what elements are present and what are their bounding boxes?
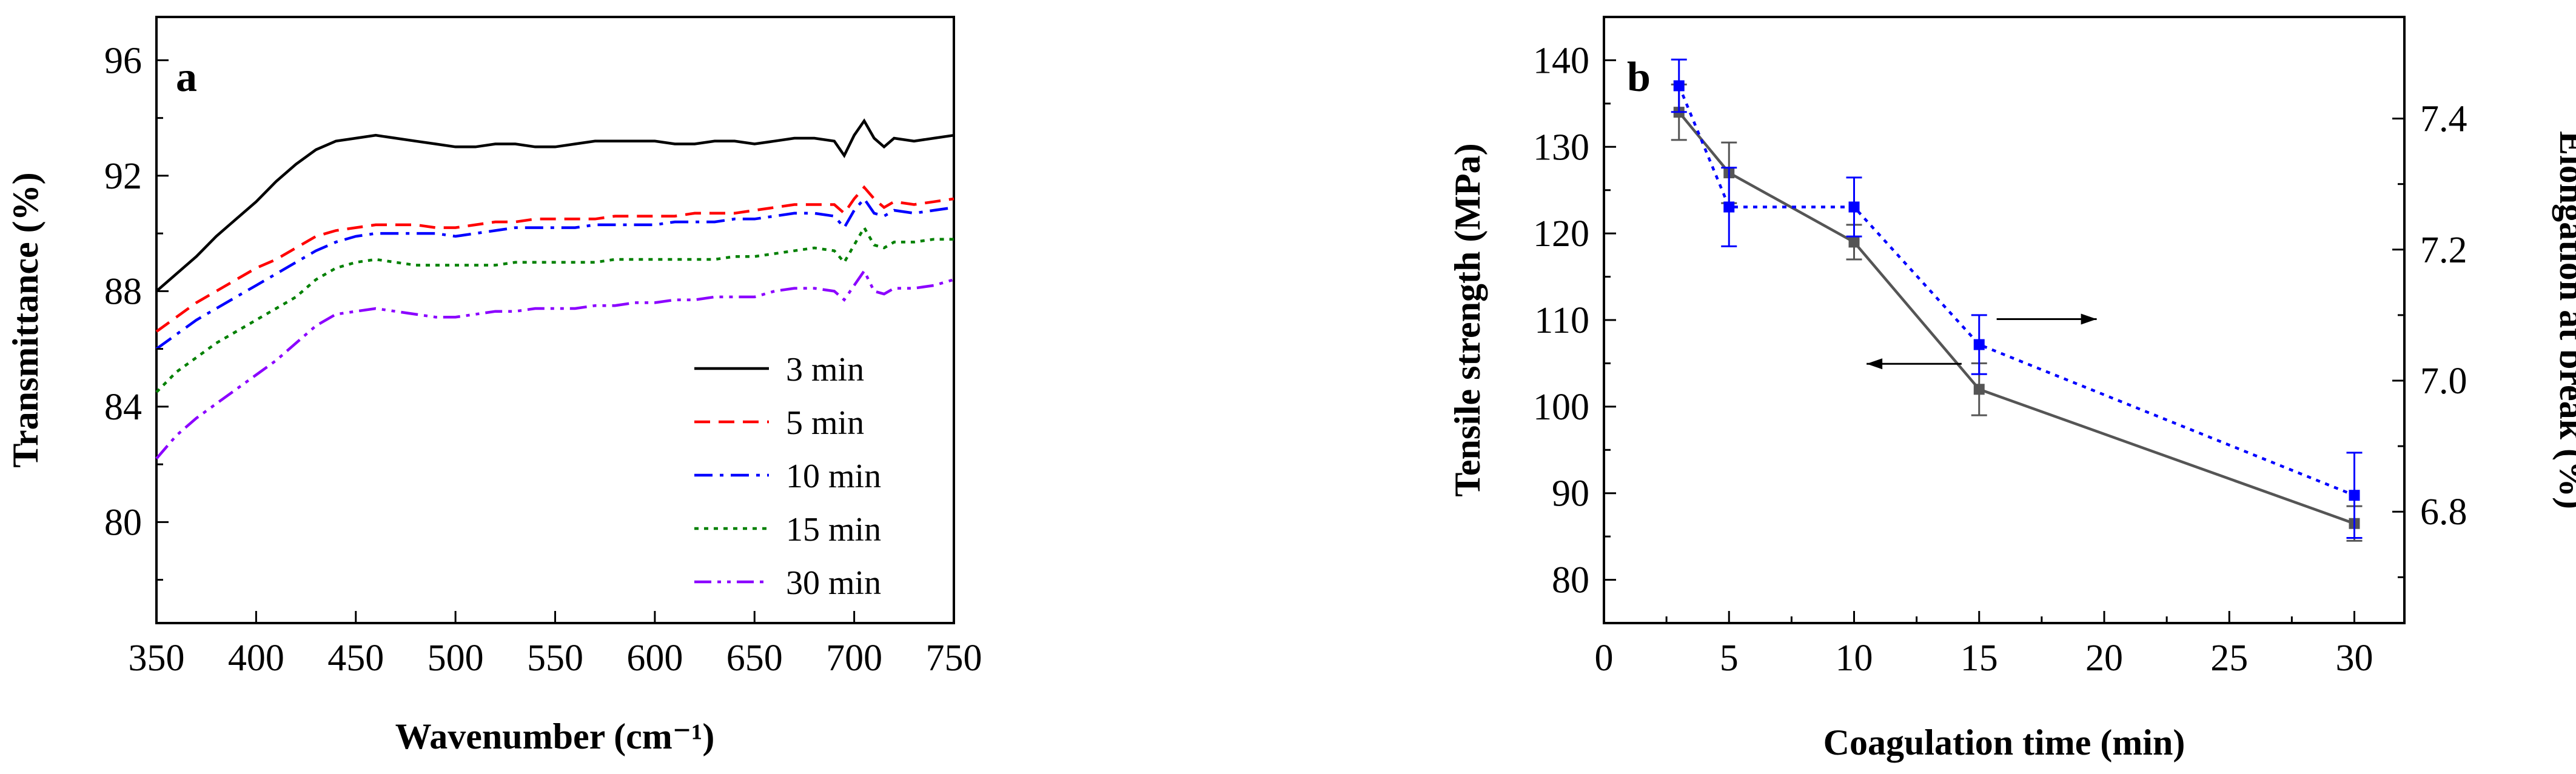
panel-b-x-tick-label: 0 (1595, 638, 1614, 679)
data-point-marker (1848, 236, 1860, 248)
panel-a-x-tick-label: 400 (228, 638, 284, 679)
axis-indicator-arrow-head (2081, 313, 2097, 325)
panel-b-right-y-tick-label: 6.8 (2420, 492, 2467, 533)
data-point-marker (1723, 201, 1735, 213)
panel-b-left-y-tick-label: 100 (1533, 387, 1589, 428)
panel-a-label: a (176, 54, 197, 101)
legend-entry-label: 10 min (786, 458, 881, 495)
panel-b-x-tick-label: 15 (1961, 638, 1998, 679)
data-point-marker (2349, 490, 2360, 501)
panel-b-x-tick-label: 20 (2085, 638, 2123, 679)
panel-b-series-line-1 (1678, 111, 2355, 525)
data-point-marker (1848, 201, 1860, 213)
panel-b-series-group (1671, 58, 2363, 542)
panel-b-left-y-axis-title: Tensile strength (MPa) (1447, 143, 1488, 496)
panel-b-right-y-tick-label: 7.4 (2420, 99, 2467, 140)
panel-a-x-tick-label: 350 (129, 638, 185, 679)
panel-b-right-y-tick-label: 7.2 (2420, 230, 2467, 271)
data-point-marker (1673, 80, 1685, 92)
panel-b-left-y-tick-label: 80 (1552, 560, 1589, 601)
panel-b-left-y-tick-label: 140 (1533, 40, 1589, 81)
panel-a-series-group (155, 118, 954, 460)
panel-b-x-tick-label: 25 (2210, 638, 2248, 679)
panel-a-series-line-1 (155, 118, 954, 293)
panel-a-x-tick-label: 650 (726, 638, 783, 679)
panel-b-label: b (1627, 54, 1651, 101)
panel-a-legend: 3 min 5 min 10 min 15 min 30 min (694, 351, 881, 602)
panel-a-y-tick-label: 84 (104, 387, 142, 428)
panel-a-series-line-5 (155, 268, 954, 460)
panel-a-x-tick-label: 700 (826, 638, 882, 679)
panel-a-series-line-2 (155, 185, 954, 333)
panel-b-right-y-tick-label: 7.0 (2420, 361, 2467, 402)
panel-a-axes: 350 400 450 500 550 600 650 700 750 80 84 88 92 96 (104, 40, 982, 679)
legend-entry-label: 3 min (786, 351, 864, 389)
panel-a-series-line-3 (155, 196, 954, 350)
panel-b-chart: 0 5 10 15 20 25 30 80 90 100 110 120 130 140 6.8 7.0 7.2… (1447, 16, 2576, 762)
data-point-marker (1973, 384, 1985, 395)
axis-indicator-arrow-head (1867, 358, 1883, 370)
panel-a-x-tick-label: 500 (428, 638, 484, 679)
panel-a-y-axis-title: Transmittance (%) (5, 172, 45, 467)
panel-b-axes: 0 5 10 15 20 25 30 80 90 100 110 120 130 140 6.8 7.0 7.2… (1533, 40, 2467, 679)
panel-a-x-tick-label: 550 (527, 638, 583, 679)
panel-b-series-line-2 (1677, 85, 2355, 497)
panel-b-left-y-tick-label: 120 (1533, 213, 1589, 255)
panel-b-left-y-tick-label: 130 (1533, 127, 1589, 168)
legend-entry-label: 15 min (786, 511, 881, 549)
panel-a-x-tick-label: 450 (327, 638, 384, 679)
panel-b-x-axis-title: Coagulation time (min) (1823, 722, 2185, 762)
panel-a-y-tick-label: 80 (104, 502, 142, 543)
panel-b-x-tick-label: 30 (2336, 638, 2373, 679)
panel-a-y-tick-label: 92 (104, 156, 142, 197)
panel-a-x-tick-label: 600 (626, 638, 683, 679)
panel-a-y-tick-label: 96 (104, 40, 142, 81)
panel-a-x-tick-label: 750 (926, 638, 982, 679)
panel-b-x-tick-label: 10 (1836, 638, 1873, 679)
legend-entry-label: 30 min (786, 564, 881, 602)
panel-b-x-tick-label: 5 (1720, 638, 1739, 679)
panel-a-y-tick-label: 88 (104, 271, 142, 312)
panel-b-annotations (1867, 313, 2097, 370)
data-point-marker (1973, 339, 1985, 350)
panel-b-left-y-tick-label: 110 (1534, 300, 1589, 341)
panel-b-right-y-axis-title: Elongation at break (%) (2552, 131, 2576, 509)
legend-entry-label: 5 min (786, 404, 864, 442)
panel-b-left-y-tick-label: 90 (1552, 473, 1589, 515)
panel-a-x-axis-title: Wavenumber (cm⁻¹) (395, 716, 715, 756)
